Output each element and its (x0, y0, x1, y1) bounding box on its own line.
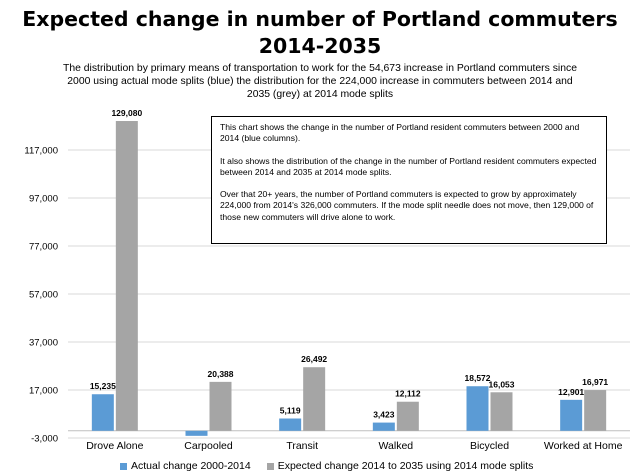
y-tick-label: 37,000 (29, 338, 58, 349)
category-label: Drove Alone (86, 440, 143, 452)
data-label: 18,572 (465, 373, 491, 383)
title-line-2: 2014-2035 (258, 34, 382, 58)
data-label: 16,053 (489, 379, 515, 389)
bar-expected (396, 401, 419, 431)
annotation-paragraph-1: This chart shows the change in the numbe… (220, 122, 580, 144)
data-label: 15,235 (90, 381, 116, 391)
data-label: 20,388 (208, 369, 234, 379)
bar-actual (185, 430, 208, 436)
category-label: Transit (286, 440, 318, 452)
data-label: 16,971 (582, 377, 608, 387)
chart-subtitle: The distribution by primary means of tra… (50, 62, 590, 101)
annotation-box: This chart shows the change in the numbe… (211, 116, 607, 244)
subtitle-line-3: 2035 (grey) at 2014 mode splits (246, 89, 394, 100)
bar-expected (209, 381, 232, 431)
category-label: Worked at Home (544, 440, 623, 452)
legend-item-expected: Expected change 2014 to 2035 using 2014 … (266, 460, 534, 472)
category-label: Carpooled (184, 440, 233, 452)
bar-expected (115, 121, 138, 431)
bar-actual (560, 399, 583, 431)
legend-swatch-actual (120, 462, 127, 470)
subtitle-line-1: The distribution by primary means of tra… (62, 63, 577, 74)
y-tick-label: 117,000 (24, 146, 58, 157)
legend-label-actual: Actual change 2000-2014 (131, 460, 251, 472)
data-label: 26,492 (301, 354, 327, 364)
annotation-paragraph-3: Over that 20+ years, the number of Portl… (220, 189, 594, 222)
legend-item-actual: Actual change 2000-2014 (120, 460, 251, 472)
legend-swatch-expected (266, 462, 274, 470)
category-label: Bicycled (470, 440, 509, 452)
annotation-paragraph-2: It also shows the distribution of the ch… (220, 155, 597, 177)
bar-expected (490, 392, 513, 431)
subtitle-line-2: 2000 using actual mode splits (blue) the… (67, 76, 573, 87)
title-line-1: Expected change in number of Portland co… (22, 7, 618, 31)
chart-legend: Actual change 2000-2014 Expected change … (120, 460, 549, 472)
legend-label-expected: Expected change 2014 to 2035 using 2014 … (277, 460, 534, 472)
data-label: 5,119 (280, 406, 301, 416)
chart-title: Expected change in number of Portland co… (0, 6, 640, 60)
bar-actual (372, 422, 395, 431)
bar-actual (91, 394, 114, 431)
bar-expected (303, 367, 326, 431)
data-label: 12,112 (395, 389, 421, 399)
category-label: Walked (379, 440, 414, 452)
y-tick-label: -3,000 (31, 434, 58, 445)
bar-actual (279, 418, 302, 431)
bar-expected (584, 390, 607, 431)
data-label: 12,901 (558, 387, 584, 397)
y-tick-label: 97,000 (29, 194, 58, 205)
y-tick-label: 77,000 (29, 242, 58, 253)
bar-actual (466, 386, 489, 431)
data-label: 3,423 (373, 410, 395, 420)
y-tick-label: 57,000 (29, 290, 58, 301)
data-label: 129,080 (111, 108, 142, 118)
y-tick-label: 17,000 (29, 386, 58, 397)
